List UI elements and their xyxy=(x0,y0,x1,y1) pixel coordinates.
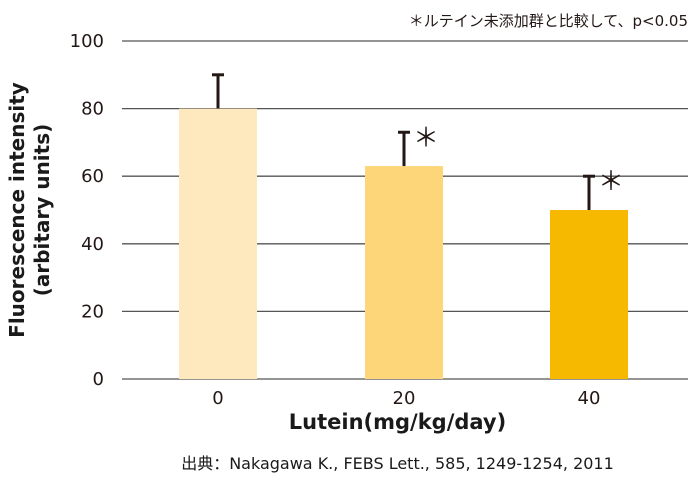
x-tick-label: 40 xyxy=(578,388,601,409)
y-tick-label: 60 xyxy=(81,166,104,187)
error-bar xyxy=(212,73,224,109)
x-axis-ticks: 0 20 40 xyxy=(212,388,600,409)
y-tick-label: 0 xyxy=(93,369,104,390)
y-tick-label: 80 xyxy=(81,99,104,120)
bar-0 xyxy=(179,108,257,379)
bar-40 xyxy=(550,210,628,379)
error-bars xyxy=(212,73,595,210)
y-axis-label-line1: Fluorescence intensity xyxy=(5,82,29,338)
significance-star: ＊ xyxy=(598,167,624,197)
x-tick-label: 0 xyxy=(212,388,223,409)
significance-star: ＊ xyxy=(413,123,439,153)
bar-20 xyxy=(365,166,443,379)
x-tick-label: 20 xyxy=(393,388,416,409)
error-bar xyxy=(398,130,410,167)
y-axis-ticks: 0 20 40 60 80 100 xyxy=(70,31,104,390)
x-axis-label: Lutein(mg/kg/day) xyxy=(288,410,507,434)
significance-note: ＊ルテイン未添加群と比較して、p<0.05 xyxy=(408,12,688,30)
y-tick-label: 20 xyxy=(81,301,104,322)
source-citation: 出典：Nakagawa K., FEBS Lett., 585, 1249-12… xyxy=(181,454,614,473)
significance-marks: ＊＊ xyxy=(413,123,624,197)
y-tick-label: 40 xyxy=(81,234,104,255)
error-bar xyxy=(583,174,595,210)
y-tick-label: 100 xyxy=(70,31,104,52)
bars xyxy=(179,108,628,379)
y-axis-label-line2: (arbitary units) xyxy=(30,123,54,297)
